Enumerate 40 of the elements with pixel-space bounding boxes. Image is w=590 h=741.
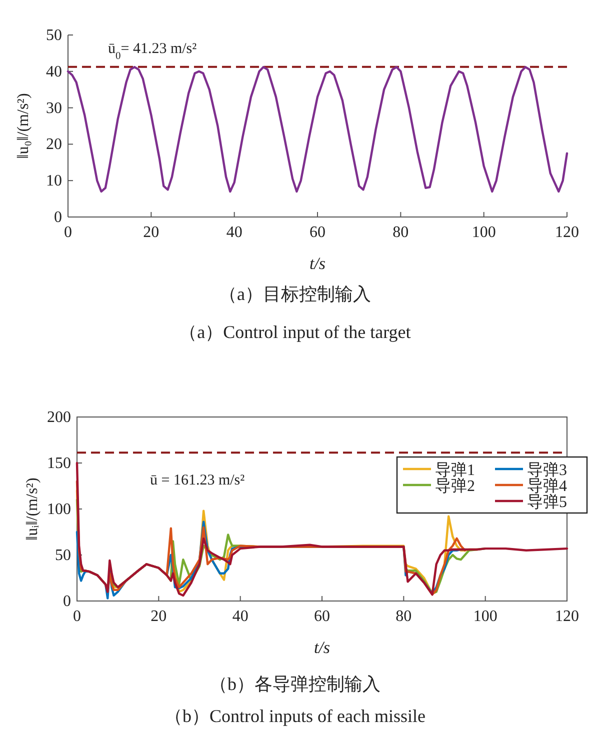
text: （b）各导弹控制输入 [210,674,380,694]
x-axis-title: t/s [314,638,330,657]
y-tick-label: 0 [63,593,71,610]
legend-label: 导弹1 [435,461,475,479]
x-tick-label: 60 [310,224,326,241]
text: （b）Control inputs of each missile [164,706,426,726]
y-tick-label: 150 [47,455,71,472]
y-tick-label: 20 [46,136,62,154]
y-tick-label: 30 [46,100,62,117]
x-axis-title: t/s [309,254,326,273]
x-tick-label: 20 [143,224,160,241]
ref-line-label: ū = 161.23 m/s² [150,472,246,489]
x-tick-label: 20 [150,608,167,625]
y-axis-title: ‖uᵢ‖/(m/s²) [24,478,41,540]
y-tick-label: 0 [54,209,62,226]
text: （a）Control input of the target [179,322,411,342]
x-tick-label: 40 [226,224,242,241]
y-tick-label: 40 [46,63,62,80]
x-tick-label: 60 [314,608,330,625]
legend-label: 导弹5 [527,493,567,511]
line-series [66,66,568,193]
ref-line-label: ū$_{0}$= 41.23 m/s² [108,40,198,62]
x-tick-label: 40 [232,608,248,625]
legend-label: 导弹3 [527,461,567,479]
legend-label: 导弹4 [527,477,567,495]
x-tick-label: 80 [396,608,412,625]
y-tick-label: 200 [47,409,71,426]
x-tick-label: 120 [555,224,579,241]
x-tick-label: 120 [555,608,579,625]
x-tick-label: 100 [473,608,498,625]
x-tick-label: 100 [472,224,496,241]
line-series [76,462,568,597]
y-tick-label: 50 [55,547,71,564]
legend-label: 导弹2 [435,477,475,495]
y-axis-title: ‖u₀‖/(m/s²) [15,93,32,159]
y-tick-label: 50 [46,27,62,44]
x-tick-label: 80 [392,224,409,241]
text: （a）目标控制输入 [219,284,371,304]
y-tick-label: 100 [47,501,71,518]
y-tick-label: 10 [46,172,62,190]
